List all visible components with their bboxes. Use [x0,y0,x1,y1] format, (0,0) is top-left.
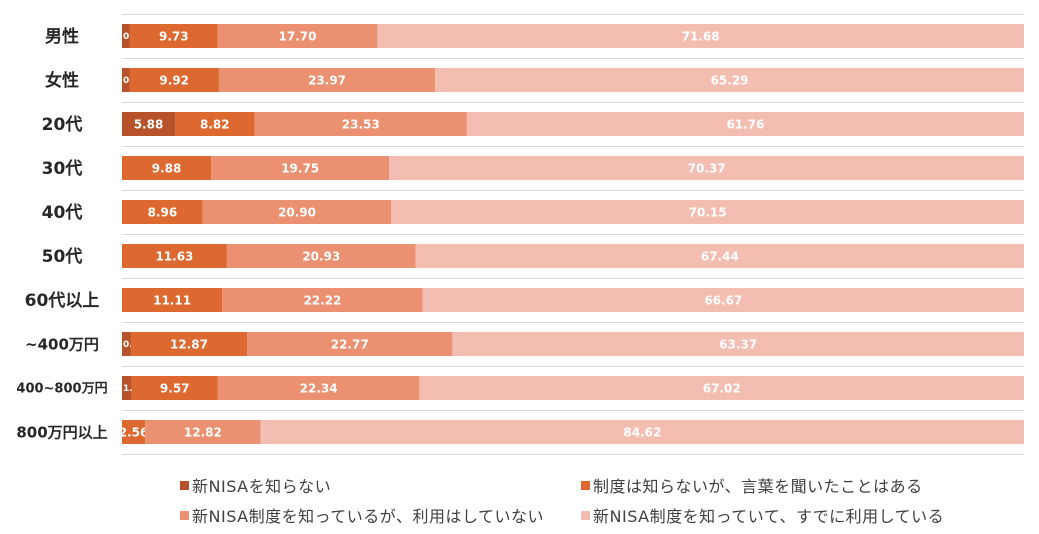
data-label: 11.63 [155,249,193,263]
bar-segment [175,112,255,136]
category-label: 60代以上 [25,290,100,311]
data-label: 9.73 [159,29,189,43]
bar-segment [129,24,218,48]
bar-segment [131,376,218,400]
bar-segment [217,24,378,48]
bar-segment [122,376,132,400]
data-label: 12.87 [170,337,208,351]
bar-segment [419,376,1024,400]
bar-segment [122,68,130,92]
bar-segment [222,288,423,312]
bar-segment [466,112,1024,136]
data-label: 23.97 [308,73,346,87]
bar-segment [202,200,392,224]
data-label: 22.77 [331,337,369,351]
data-label: 63.37 [719,337,757,351]
bar-segment [217,376,420,400]
bar-segment [122,420,146,444]
bar-segment [226,244,416,268]
category-label: 800万円以上 [16,423,107,441]
data-label: 22.22 [303,293,341,307]
bar-segment [122,200,203,224]
category-label: 400~800万円 [16,382,107,397]
category-label: 30代 [42,158,83,179]
bar-segment [145,420,261,444]
data-label: 61.76 [726,117,764,131]
data-label: 65.29 [711,73,749,87]
gridlines [122,14,1024,455]
bar-segment [422,288,1024,312]
bar-segment [211,156,390,180]
bar-segment [260,420,1024,444]
bar-segment [377,24,1025,48]
category-label: 20代 [42,114,83,135]
data-label: 70.15 [689,205,727,219]
data-label: 67.02 [703,381,741,395]
data-label: 17.70 [279,29,317,43]
data-label: 19.75 [281,161,319,175]
data-label: 12.82 [184,425,222,439]
category-label: 50代 [42,246,83,267]
bar-row: 8.96 20.90 70.15 [122,200,1024,224]
bar-segment [254,112,467,136]
data-label: 5.88 [134,117,164,131]
data-label: 9.92 [159,73,189,87]
bar-segment [452,332,1024,356]
data-label: 11.11 [153,293,191,307]
bar-row: 5.88 8.82 23.53 61.76 [122,112,1024,136]
category-label: ~400万円 [25,335,99,353]
bar-segment [129,68,219,92]
data-label: 9.57 [160,381,190,395]
bar-segment [218,68,436,92]
data-label: 8.82 [200,117,230,131]
bar-segment [122,332,131,356]
data-label: 66.67 [704,293,742,307]
bar-row: 9.88 19.75 70.37 [122,156,1025,180]
bar-segment [435,68,1025,92]
data-label: 70.37 [688,161,726,175]
data-label: 2.56 [119,425,149,439]
data-label: 9.88 [152,161,182,175]
bar-row: 2.56 12.82 84.62 [119,420,1024,444]
data-label: 8.96 [148,205,178,219]
bar-segment [391,200,1024,224]
bar-segment [122,24,130,48]
data-label: 22.34 [300,381,338,395]
bar-row: 11.11 22.22 66.67 [122,288,1024,312]
bars: 0.889.7317.7071.680.839.9223.9765.295.88… [119,24,1025,444]
bar-segment [130,332,248,356]
data-label: 84.62 [623,425,661,439]
data-label: 20.90 [278,205,316,219]
bar-row: 11.63 20.93 67.44 [122,244,1025,268]
data-label: 20.93 [302,249,340,263]
bar-segment [415,244,1025,268]
data-label: 67.44 [701,249,739,263]
bar-segment [389,156,1025,180]
bar-segment [122,244,227,268]
bar-segment [122,288,223,312]
data-label: 71.68 [682,29,720,43]
category-label: 40代 [42,202,83,223]
data-label: 23.53 [342,117,380,131]
bar-segment [122,112,176,136]
category-label: 男性 [45,26,79,47]
category-label: 女性 [45,70,79,91]
bar-segment [247,332,453,356]
bar-segment [122,156,212,180]
